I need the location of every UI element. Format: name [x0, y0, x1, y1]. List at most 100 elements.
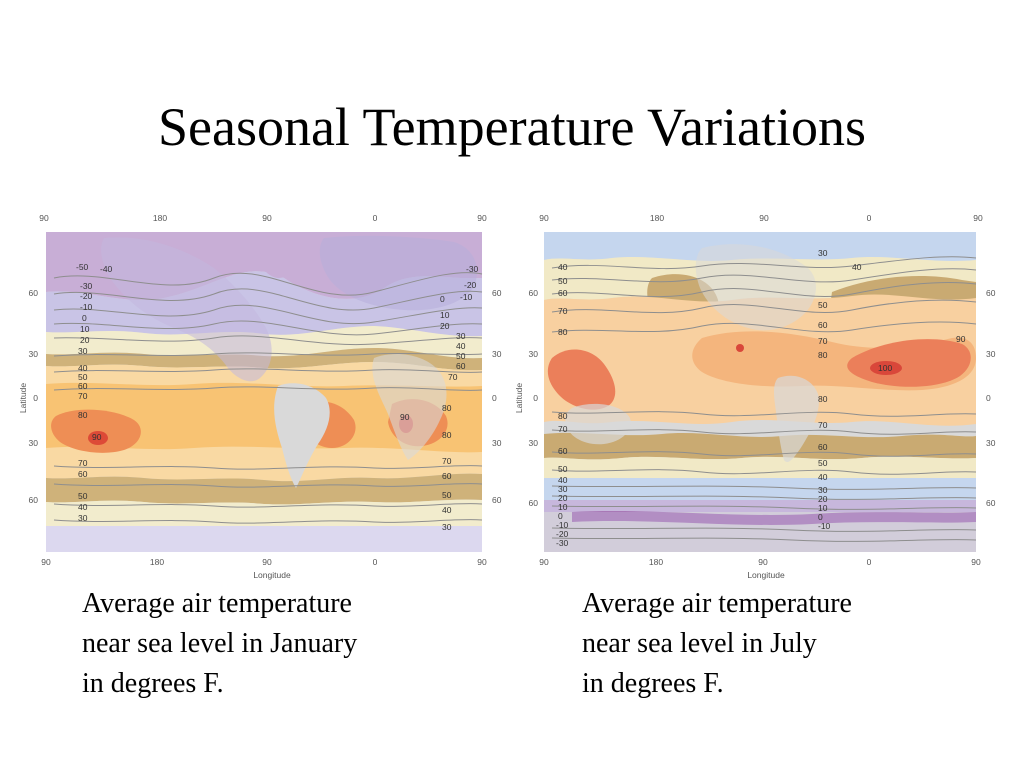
cool-zone-south	[46, 526, 482, 552]
isotherm-label: 70	[448, 372, 458, 382]
july-map-caption: Average air temperature near sea level i…	[582, 584, 852, 704]
y-axis-label: Latitude	[514, 383, 524, 414]
hottest-spot-sahara	[870, 361, 902, 375]
isotherm-labels-left: 40 50 60 70 80 80 70 60 50 40 30 20 10 0…	[556, 262, 569, 548]
tick-label: 90	[39, 213, 49, 223]
isotherm-label: 60	[456, 361, 466, 371]
tick-label: 90	[971, 557, 981, 567]
isotherm-label: 0	[82, 313, 87, 323]
isotherm-label: 80	[442, 403, 452, 413]
isotherm-label: 70	[558, 306, 568, 316]
tick-label: 60	[29, 288, 39, 298]
isotherm-label: -10	[556, 520, 569, 530]
tick-label: 60	[492, 288, 502, 298]
isotherm-label: 50	[78, 372, 88, 382]
isotherm-label: 10	[818, 503, 828, 513]
isotherm-label: -30	[466, 264, 479, 274]
tan-band-south	[544, 432, 976, 460]
tick-label: 90	[539, 557, 549, 567]
isotherm-label: 40	[558, 262, 568, 272]
tick-label: 180	[649, 557, 663, 567]
caption-line: Average air temperature	[82, 588, 352, 619]
hot-spot-label: 90	[92, 432, 102, 442]
isotherm-label: 90	[956, 334, 966, 344]
greenland-landmass	[259, 234, 301, 278]
isotherm-label: 20	[818, 494, 828, 504]
bottom-longitude-ticks: 90 180 90 0 90	[539, 557, 981, 567]
isotherm-label: 30	[78, 346, 88, 356]
isotherm-label: 40	[818, 472, 828, 482]
caption-line: near sea level in July	[582, 628, 817, 659]
africa-landmass	[372, 354, 447, 460]
hot-zone	[46, 382, 482, 453]
isotherm-label: 60	[558, 446, 568, 456]
hot-spot-label: 90	[400, 412, 410, 422]
isotherm-label: -20	[556, 529, 569, 539]
isotherm-label: -30	[556, 538, 569, 548]
isotherm-label: 10	[440, 310, 450, 320]
isotherm-label: 30	[558, 484, 568, 494]
tick-label: 0	[33, 393, 38, 403]
tick-label: 30	[29, 438, 39, 448]
tick-label: 0	[373, 557, 378, 567]
tick-label: 90	[539, 213, 549, 223]
isotherm-labels-right: 30 40 50 60 70 80 90 80 70 60 50 40 30 2…	[818, 248, 966, 531]
north-america-landmass	[101, 237, 272, 382]
isotherm-lines	[551, 256, 977, 542]
map-panel: 40 50 60 70 80 80 70 60 50 40 30 20 10 0…	[544, 232, 977, 552]
isotherm-label: 50	[442, 490, 452, 500]
isotherm-label: 60	[78, 381, 88, 391]
tick-label: 0	[533, 393, 538, 403]
isotherm-label: 0	[558, 511, 563, 521]
isotherm-label: -30	[80, 281, 93, 291]
isotherm-labels-right: -30 -20 -10 0 10 20 30 40 50 60 70 80 90…	[400, 264, 479, 532]
january-map-caption: Average air temperature near sea level i…	[82, 584, 357, 704]
isotherm-label: 30	[818, 248, 828, 258]
isotherm-label: 70	[818, 420, 828, 430]
isotherm-label: -20	[80, 291, 93, 301]
isotherm-label: 50	[456, 351, 466, 361]
isotherm-label: 50	[818, 458, 828, 468]
right-latitude-ticks: 60 30 0 30 60	[986, 288, 996, 508]
tick-label: 90	[758, 557, 768, 567]
isotherm-label: 60	[818, 320, 828, 330]
x-axis-label: Longitude	[253, 570, 291, 580]
isotherm-label: 20	[440, 321, 450, 331]
bottom-longitude-ticks: 90 180 90 0 90	[41, 557, 487, 567]
tick-label: 90	[973, 213, 983, 223]
tick-label: 90	[262, 557, 272, 567]
tick-label: 180	[150, 557, 164, 567]
tick-label: 180	[153, 213, 167, 223]
hottest-spot-australia	[88, 431, 108, 445]
isotherm-label: 40	[852, 262, 862, 272]
isotherm-label: 40	[78, 502, 88, 512]
isotherm-label: 40	[558, 475, 568, 485]
tick-label: 90	[477, 213, 487, 223]
tick-label: 90	[477, 557, 487, 567]
tick-label: 0	[373, 213, 378, 223]
isotherm-label: 20	[558, 493, 568, 503]
isotherm-label: 70	[558, 424, 568, 434]
tick-label: 60	[529, 498, 539, 508]
tick-label: 30	[986, 438, 996, 448]
very-hot-zone-eurasia	[847, 339, 971, 387]
tick-label: 90	[262, 213, 272, 223]
isotherm-label: 80	[78, 410, 88, 420]
isotherm-label: 50	[558, 464, 568, 474]
slide-title: Seasonal Temperature Variations	[157, 97, 866, 157]
caption-line: in degrees F.	[82, 668, 224, 699]
south-america-landmass	[274, 383, 330, 488]
tick-label: 30	[492, 349, 502, 359]
isotherm-label: 40	[78, 363, 88, 373]
isotherm-label: 60	[818, 442, 828, 452]
tick-label: 30	[29, 349, 39, 359]
tick-label: 180	[650, 213, 664, 223]
isotherm-lines	[53, 272, 483, 524]
south-america-landmass	[774, 375, 819, 463]
isotherm-label: 0	[818, 512, 823, 522]
isotherm-labels-left: -50 -40 -30 -20 -10 0 10 20 30 40 50 60 …	[76, 262, 113, 523]
dark-purple-zone	[572, 511, 976, 525]
isotherm-label: -40	[100, 264, 113, 274]
isotherm-label: 30	[442, 522, 452, 532]
tick-label: 60	[986, 288, 996, 298]
